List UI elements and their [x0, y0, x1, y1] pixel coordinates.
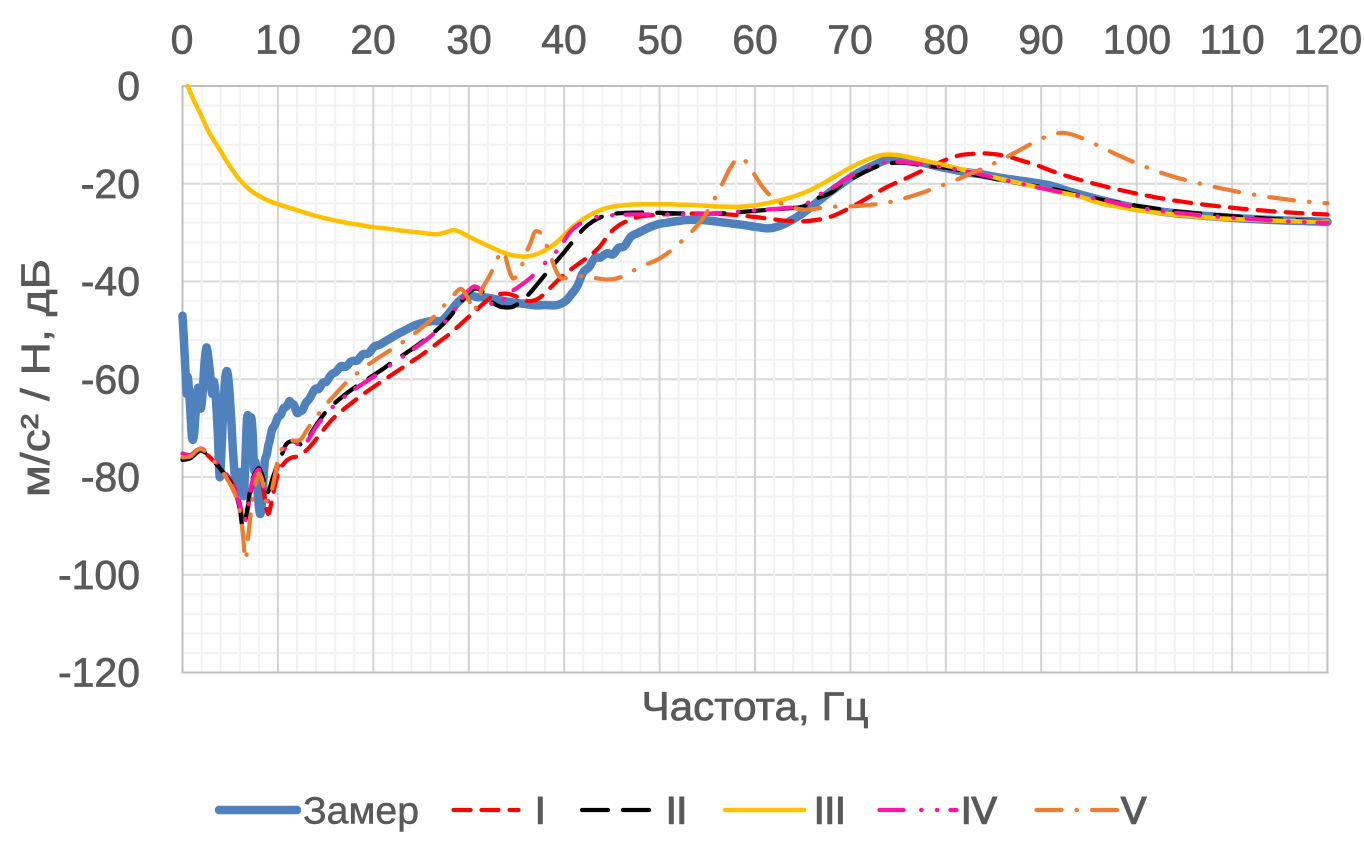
svg-text:-40: -40: [81, 259, 140, 305]
svg-text:80: 80: [923, 17, 969, 63]
svg-text:V: V: [1121, 791, 1147, 833]
svg-text:30: 30: [446, 17, 492, 63]
svg-text:0: 0: [117, 63, 140, 109]
svg-text:II: II: [666, 791, 687, 833]
svg-text:50: 50: [637, 17, 683, 63]
svg-text:0: 0: [171, 17, 194, 63]
svg-text:110: 110: [1199, 17, 1264, 63]
svg-text:IV: IV: [961, 791, 998, 833]
svg-text:100: 100: [1103, 17, 1171, 63]
svg-text:10: 10: [255, 17, 301, 63]
svg-text:60: 60: [732, 17, 778, 63]
svg-text:70: 70: [827, 17, 873, 63]
svg-text:I: I: [535, 791, 546, 833]
svg-text:-20: -20: [81, 161, 140, 207]
svg-text:м/с² / Н, дБ: м/с² / Н, дБ: [14, 259, 58, 497]
svg-text:90: 90: [1018, 17, 1064, 63]
svg-text:III: III: [814, 791, 846, 833]
svg-text:Частота, Гц: Частота, Гц: [642, 685, 869, 729]
svg-text:40: 40: [541, 17, 587, 63]
svg-text:120: 120: [1294, 17, 1362, 63]
svg-text:Замер: Замер: [303, 791, 419, 833]
svg-text:-120: -120: [58, 650, 140, 696]
svg-text:-80: -80: [81, 454, 140, 500]
svg-text:20: 20: [350, 17, 396, 63]
svg-text:-60: -60: [81, 356, 140, 402]
svg-text:-100: -100: [58, 552, 140, 598]
